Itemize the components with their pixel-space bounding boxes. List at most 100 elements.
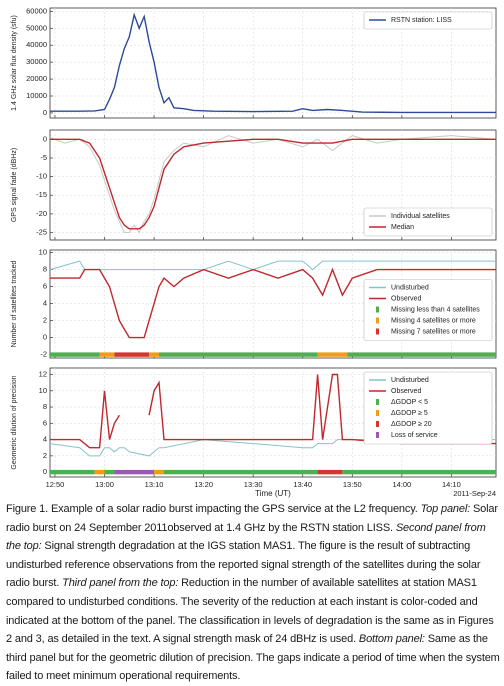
series-line xyxy=(50,390,120,449)
status-segment xyxy=(317,352,348,357)
y-tick-label: 60000 xyxy=(26,6,47,15)
series-line xyxy=(49,439,496,457)
y-tick-label: -2 xyxy=(40,350,47,359)
y-tick-label: 20000 xyxy=(26,74,47,83)
legend-swatch xyxy=(376,410,379,416)
status-segment xyxy=(94,469,105,475)
status-segment xyxy=(154,469,164,475)
x-tick-label: 13:20 xyxy=(194,480,213,489)
y-tick-label: 6 xyxy=(43,418,47,427)
caption-text: Second panel from the top: xyxy=(6,521,486,553)
y-tick-label: 50000 xyxy=(26,23,47,32)
status-segment xyxy=(342,469,496,475)
y-tick-label: -10 xyxy=(36,172,47,181)
legend-label: Individual satellites xyxy=(391,213,450,220)
y-tick-label: 8 xyxy=(43,265,47,274)
x-tick-label: 14:00 xyxy=(392,480,411,489)
y-tick-label: 2 xyxy=(43,316,47,325)
y-tick-label: 40000 xyxy=(26,40,47,49)
series-line xyxy=(49,260,496,271)
series-line xyxy=(50,12,496,114)
legend-swatch xyxy=(376,328,379,335)
caption-text: Reduction in the number of available sat… xyxy=(6,577,494,646)
legend-label: ΔGDOP < 5 xyxy=(391,399,428,406)
x-tick-label: 13:30 xyxy=(244,480,263,489)
status-segment xyxy=(317,469,343,475)
x-axis-label: Time (UT) xyxy=(255,489,291,498)
series-line xyxy=(50,267,496,339)
y-tick-label: 6 xyxy=(43,282,47,291)
legend-label: Observed xyxy=(391,295,421,302)
legend-label: Observed xyxy=(391,388,421,395)
y-tick-label: 30000 xyxy=(26,57,47,66)
y-tick-label: 10 xyxy=(39,386,47,395)
legend-label: Median xyxy=(391,224,414,231)
status-segment xyxy=(99,352,115,357)
legend-swatch xyxy=(376,432,379,438)
caption-text: Solar radio burst on 24 September 2011ob… xyxy=(6,503,498,534)
caption-text: Signal strength degradation at the IGS s… xyxy=(6,540,481,590)
legend-swatch xyxy=(376,306,379,313)
y-tick-label: 4 xyxy=(43,435,47,444)
status-segment xyxy=(163,469,318,475)
legend-label: Undisturbed xyxy=(391,377,429,384)
status-segment xyxy=(104,469,115,475)
x-tick-label: 14:10 xyxy=(442,480,461,489)
y-tick-label: 10000 xyxy=(26,91,47,100)
legend-label: Loss of service xyxy=(391,432,438,439)
y-axis-label: Number of satellites tracked xyxy=(11,261,18,348)
status-segment xyxy=(114,469,155,475)
y-tick-label: 8 xyxy=(43,402,47,411)
status-segment xyxy=(50,469,95,475)
y-tick-label: 12 xyxy=(39,369,47,378)
legend-label: Missing 4 satellites or more xyxy=(391,317,476,324)
y-tick-label: -5 xyxy=(40,153,47,162)
y-tick-label: 4 xyxy=(43,299,47,308)
legend-label: ΔGDOP ≥ 5 xyxy=(391,410,428,417)
status-segment xyxy=(114,352,150,357)
status-segment xyxy=(159,352,318,357)
y-tick-label: 0 xyxy=(43,134,47,143)
caption-text: Figure 1. Example of a solar radio burst… xyxy=(6,503,421,515)
series-line xyxy=(50,138,496,230)
legend-box xyxy=(363,207,493,237)
caption: Figure 1. Example of a solar radio burst… xyxy=(6,500,500,686)
caption-text: Top panel: xyxy=(420,503,471,515)
x-tick-label: 13:00 xyxy=(95,480,114,489)
legend-box xyxy=(363,11,493,30)
y-tick-label: -15 xyxy=(36,190,47,199)
status-segment xyxy=(50,352,100,357)
x-tick-label: 13:40 xyxy=(293,480,312,489)
legend-swatch xyxy=(376,317,379,324)
legend-swatch xyxy=(376,399,379,405)
y-tick-label: -25 xyxy=(36,228,47,237)
status-segment xyxy=(347,352,496,357)
y-axis-label: 1.4 GHz solar flux density (sfu) xyxy=(11,15,18,111)
y-tick-label: 0 xyxy=(43,108,47,117)
legend-label: Undisturbed xyxy=(391,284,429,291)
legend-label: RSTN station: LISS xyxy=(391,17,452,24)
caption-text: Third panel from the top: xyxy=(62,577,179,590)
legend-box xyxy=(363,279,493,341)
series-line xyxy=(148,373,496,445)
x-tick-label: 13:10 xyxy=(145,480,164,489)
caption-text: Bottom panel: xyxy=(358,633,425,646)
series-line xyxy=(49,135,497,234)
legend-label: ΔGDOP ≥ 20 xyxy=(391,421,432,428)
y-tick-label: 0 xyxy=(43,467,47,476)
y-tick-label: -20 xyxy=(36,209,47,218)
status-segment xyxy=(149,352,160,357)
y-axis-label: GPS signal fade (dBHz) xyxy=(11,148,18,222)
legend-box xyxy=(363,371,493,445)
legend-label: Missing less than 4 satellites xyxy=(391,306,480,313)
y-tick-label: 10 xyxy=(39,248,47,257)
y-tick-label: 0 xyxy=(43,333,47,342)
caption-text: Same as the third panel but for the geom… xyxy=(6,633,500,683)
legend-label: Missing 7 satellites or more xyxy=(391,328,476,335)
y-axis-label: Geometric dilution of precision xyxy=(11,375,18,469)
legend-swatch xyxy=(376,421,379,427)
x-tick-label: 13:50 xyxy=(343,480,362,489)
x-tick-label: 12:50 xyxy=(46,480,65,489)
